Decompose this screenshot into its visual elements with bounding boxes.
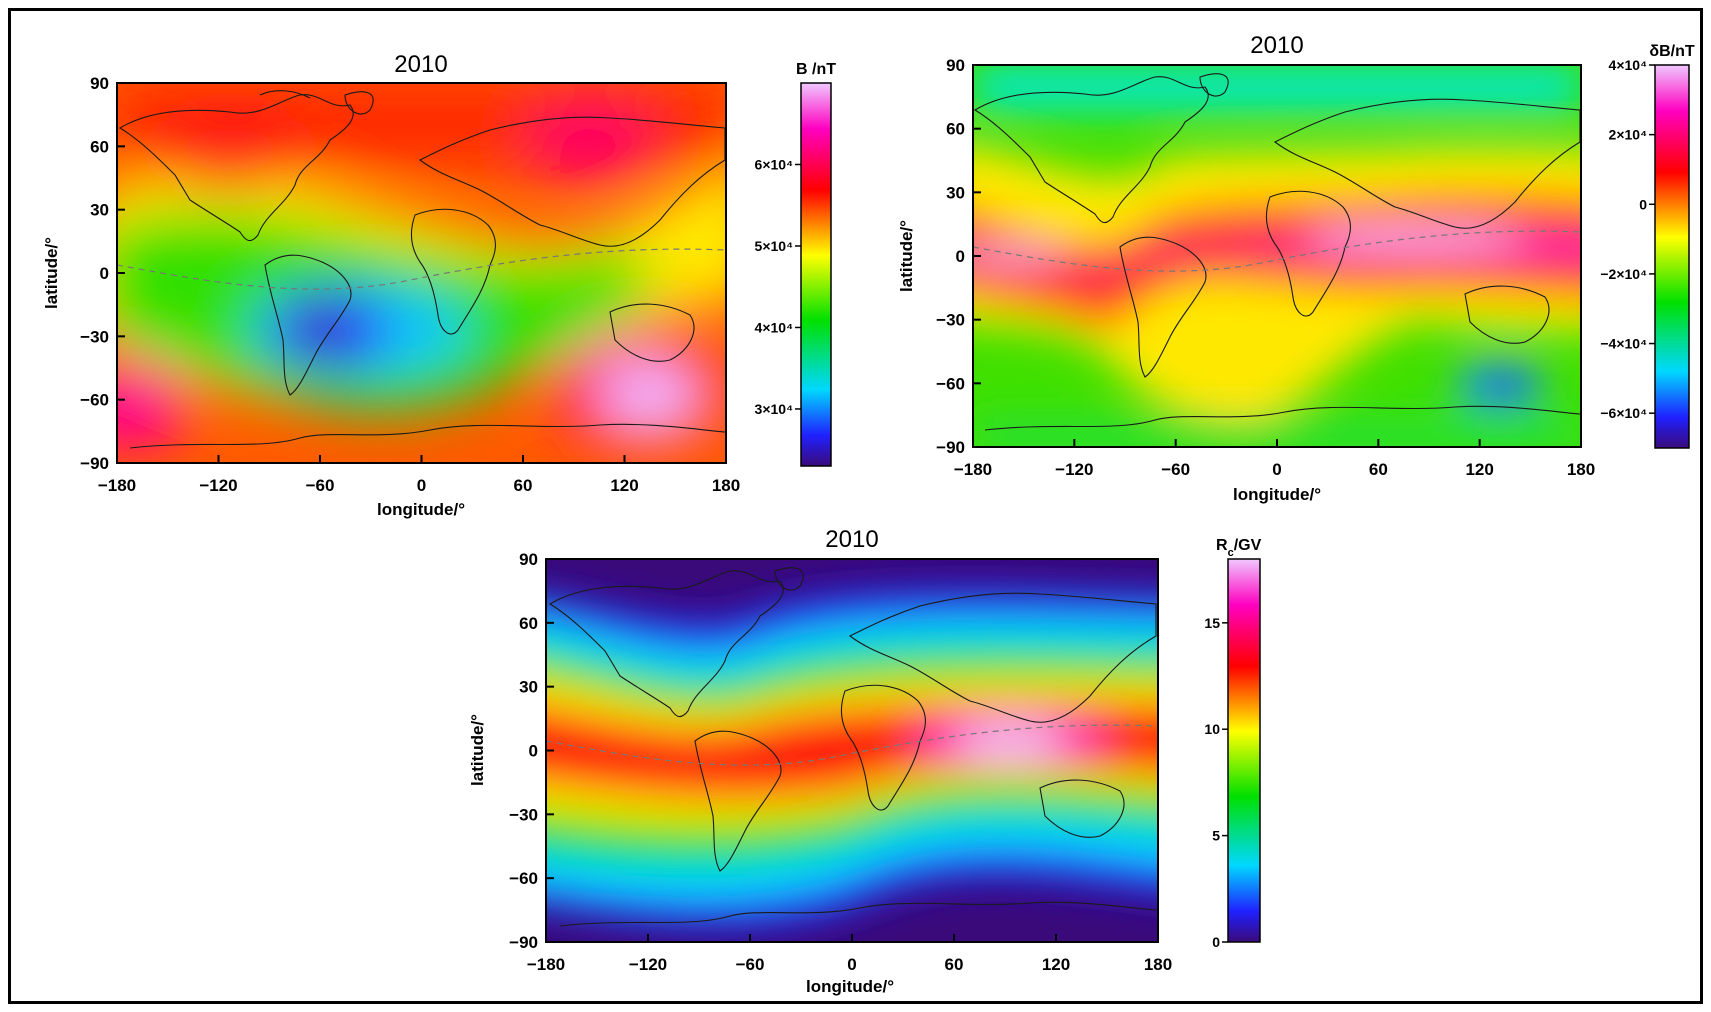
y-tick-label: 60	[519, 614, 538, 633]
y-tick-label: 90	[90, 74, 109, 93]
y-tick-label: 30	[946, 183, 965, 202]
colorbar-tick-label: 4×10⁴	[755, 319, 794, 335]
y-tick-label: −90	[509, 933, 538, 952]
x-tick-label: 180	[1144, 955, 1172, 974]
x-tick-label: 0	[847, 955, 856, 974]
panel-3-ylabel: latitude/°	[468, 714, 487, 786]
y-tick-label: −90	[936, 438, 965, 457]
colorbar-tick-label: −4×10⁴	[1600, 336, 1647, 352]
y-tick-label: 0	[956, 247, 965, 266]
panel-2-colorbar	[1654, 64, 1690, 449]
x-tick-label: −120	[199, 476, 237, 495]
y-tick-label: −30	[80, 327, 109, 346]
y-tick-label: −60	[509, 869, 538, 888]
y-tick-label: −30	[509, 805, 538, 824]
panel-3-coastlines	[548, 567, 1157, 927]
colorbar-tick-label: 6×10⁴	[755, 156, 794, 172]
y-tick-label: 60	[90, 137, 109, 156]
colorbar-tick-label: 15	[1204, 615, 1220, 631]
x-tick-label: 120	[1465, 460, 1493, 479]
x-tick-label: −180	[98, 476, 136, 495]
panel-2-map	[973, 65, 1581, 447]
colorbar-tick-label: 0	[1212, 934, 1220, 950]
x-tick-label: −60	[1161, 460, 1190, 479]
panel-2-colorbar-title: δB/nT	[1649, 43, 1694, 60]
y-tick-label: −90	[80, 454, 109, 473]
x-tick-label: 120	[1042, 955, 1070, 974]
y-tick-label: −60	[80, 391, 109, 410]
colorbar-tick-label: 3×10⁴	[755, 401, 794, 417]
x-tick-label: 0	[1272, 460, 1281, 479]
panel-field-intensity: 2010	[42, 51, 836, 519]
x-tick-label: 180	[712, 476, 740, 495]
x-tick-label: 60	[1369, 460, 1388, 479]
panel-1-coastlines	[118, 90, 726, 449]
panel-1-map	[117, 83, 726, 463]
colorbar-tick-label: −6×10⁴	[1600, 405, 1647, 421]
colorbar-tick-label: 2×10⁴	[1609, 127, 1648, 143]
x-tick-label: −180	[527, 955, 565, 974]
y-tick-label: 0	[100, 264, 109, 283]
colorbar-tick-label: 4×10⁴	[1609, 57, 1648, 73]
panel-cutoff-rigidity: 2010 −180 −120	[468, 526, 1262, 996]
y-tick-label: −30	[936, 311, 965, 330]
panel-2-magnetic-equator	[973, 230, 1581, 272]
x-tick-label: −120	[629, 955, 667, 974]
y-tick-label: 60	[946, 120, 965, 139]
panel-3-magnetic-equator	[546, 724, 1158, 766]
x-tick-label: −60	[736, 955, 765, 974]
panel-1-xlabel: longitude/°	[377, 500, 465, 519]
y-tick-label: 30	[519, 678, 538, 697]
colorbar-tick-label: −2×10⁴	[1600, 266, 1647, 282]
panel-1-title: 2010	[394, 51, 447, 78]
x-tick-label: −60	[306, 476, 335, 495]
panel-2-xlabel: longitude/°	[1233, 485, 1321, 504]
colorbar-tick-label: 10	[1204, 721, 1220, 737]
y-tick-label: −60	[936, 374, 965, 393]
x-tick-label: −120	[1055, 460, 1093, 479]
panel-2-title: 2010	[1250, 32, 1303, 59]
panel-1-colorbar	[800, 82, 832, 467]
colorbar-tick-label: 5	[1212, 828, 1220, 844]
y-tick-label: 90	[946, 56, 965, 75]
panel-2-coastlines	[973, 73, 1581, 431]
colorbar-tick-label: 5×10⁴	[755, 238, 794, 254]
x-tick-label: 60	[945, 955, 964, 974]
y-tick-label: 0	[529, 742, 538, 761]
panel-1-colorbar-title: B /nT	[796, 61, 836, 78]
panel-1-magnetic-equator	[117, 248, 726, 290]
panel-3-title: 2010	[825, 526, 878, 553]
panel-3-map	[546, 559, 1158, 942]
x-tick-label: 60	[514, 476, 533, 495]
x-tick-label: 120	[610, 476, 638, 495]
panel-3-colorbar	[1227, 558, 1261, 943]
y-tick-label: 90	[519, 550, 538, 569]
panel-3-xlabel: longitude/°	[806, 977, 894, 996]
y-tick-label: 30	[90, 201, 109, 220]
colorbar-tick-label: 0	[1639, 196, 1647, 212]
panel-field-anomaly: 2010	[897, 32, 1695, 504]
panel-1-ylabel: latitude/°	[42, 237, 61, 309]
x-tick-label: −180	[954, 460, 992, 479]
x-tick-label: 180	[1567, 460, 1595, 479]
x-tick-label: 0	[417, 476, 426, 495]
panel-3-colorbar-title: Rc/GV	[1216, 537, 1262, 559]
panel-2-ylabel: latitude/°	[897, 220, 916, 292]
